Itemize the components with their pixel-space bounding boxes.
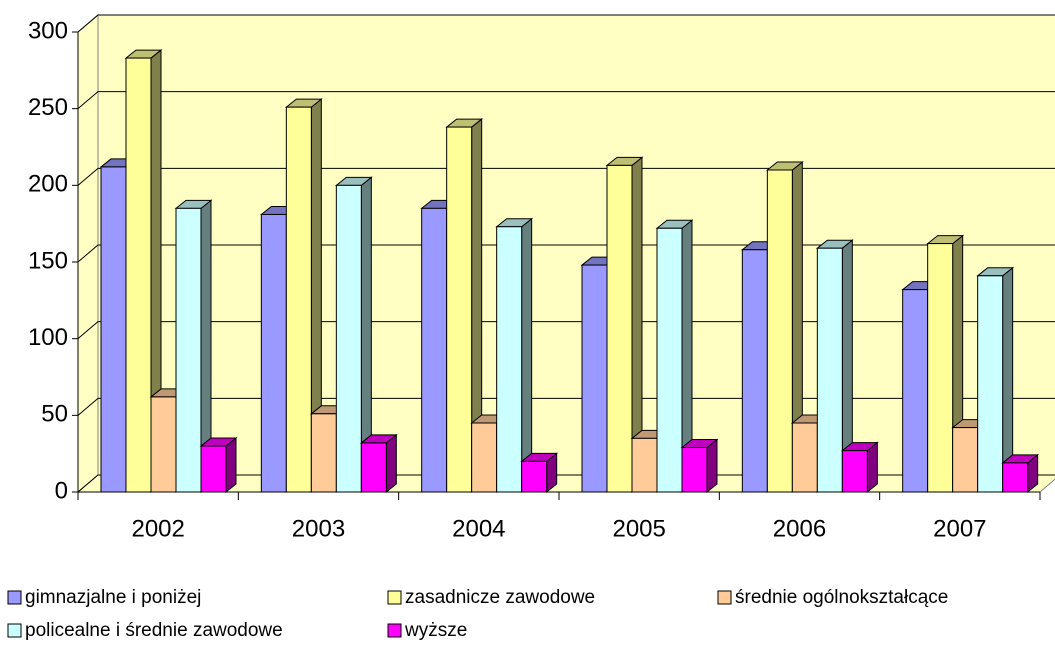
bar-front xyxy=(656,227,683,493)
legend-label: średnie ogólnokształcące xyxy=(735,587,948,608)
bar xyxy=(680,438,719,494)
legend-label: zasadnicze zawodowe xyxy=(405,587,595,608)
y-tick-label: 200 xyxy=(28,171,68,198)
x-tick-label: 2003 xyxy=(292,515,345,542)
bar xyxy=(199,436,238,494)
grid-line xyxy=(77,14,1055,33)
bar xyxy=(1001,453,1040,494)
bar-side xyxy=(706,438,718,494)
bar-front xyxy=(150,396,177,493)
x-tick-label: 2007 xyxy=(933,515,986,542)
x-tick-label: 2002 xyxy=(131,515,184,542)
bar xyxy=(334,176,373,494)
bar xyxy=(840,441,879,494)
y-tick-label: 250 xyxy=(28,94,68,121)
grid-line xyxy=(77,397,1055,416)
bar-front xyxy=(335,184,362,493)
y-tick-label: 100 xyxy=(28,324,68,351)
y-tick-label: 300 xyxy=(28,17,68,44)
bar-front xyxy=(952,427,979,493)
bar-front xyxy=(360,442,387,493)
bar-front xyxy=(902,289,929,493)
bar-front xyxy=(310,413,337,493)
bar-front xyxy=(260,213,287,493)
bar-front xyxy=(977,275,1004,493)
bar-front xyxy=(927,243,954,493)
bar xyxy=(520,452,559,494)
bar-front xyxy=(791,422,818,493)
x-tick-label: 2004 xyxy=(452,515,505,542)
legend-swatch xyxy=(717,590,732,605)
bar-side xyxy=(225,436,237,494)
legend-swatch xyxy=(387,590,402,605)
grid-line xyxy=(77,244,1055,263)
grid-line xyxy=(77,91,1055,110)
bar-front xyxy=(100,166,127,493)
bar-front xyxy=(496,226,523,493)
grid-line xyxy=(77,321,1055,340)
bar-front xyxy=(766,169,793,493)
legend-swatch xyxy=(7,623,22,638)
legend-swatch xyxy=(7,590,22,605)
bar-front xyxy=(200,445,227,493)
bar xyxy=(359,433,398,494)
bar-front xyxy=(681,447,708,493)
bar xyxy=(605,156,644,494)
bar-front xyxy=(741,249,768,493)
x-tick-label: 2006 xyxy=(773,515,826,542)
bar-front xyxy=(1002,462,1029,493)
bar-front xyxy=(521,460,548,493)
bar xyxy=(174,199,213,494)
bar-front xyxy=(816,247,843,493)
bar-front xyxy=(446,126,473,493)
y-tick-label: 0 xyxy=(55,477,68,504)
bar-front xyxy=(421,207,448,493)
grid-line xyxy=(77,167,1055,186)
bar-front xyxy=(285,106,312,493)
bar-side xyxy=(521,217,533,494)
bar xyxy=(124,49,163,494)
bar xyxy=(976,266,1015,494)
bar-front xyxy=(175,207,202,493)
bar xyxy=(495,217,534,494)
bar xyxy=(445,118,484,494)
bar xyxy=(926,234,965,494)
legend-label: policealne i średnie zawodowe xyxy=(25,620,283,641)
legend-label: wyższe xyxy=(404,620,467,641)
bar xyxy=(815,239,854,494)
bar-front xyxy=(581,264,608,493)
legend-label: gimnazjalne i poniżej xyxy=(25,587,201,608)
bar-front xyxy=(125,57,152,493)
bar xyxy=(284,98,323,494)
bar-front xyxy=(631,437,658,493)
y-tick-label: 150 xyxy=(28,247,68,274)
grid-line xyxy=(77,474,1055,493)
bar-front xyxy=(471,422,498,493)
y-tick-label: 50 xyxy=(41,401,68,428)
bar-front xyxy=(606,164,633,493)
bar-side xyxy=(385,433,397,494)
bar xyxy=(655,219,694,494)
legend-swatch xyxy=(387,623,402,638)
bar-front xyxy=(841,450,868,493)
bar xyxy=(765,160,804,494)
x-tick-label: 2005 xyxy=(612,515,665,542)
